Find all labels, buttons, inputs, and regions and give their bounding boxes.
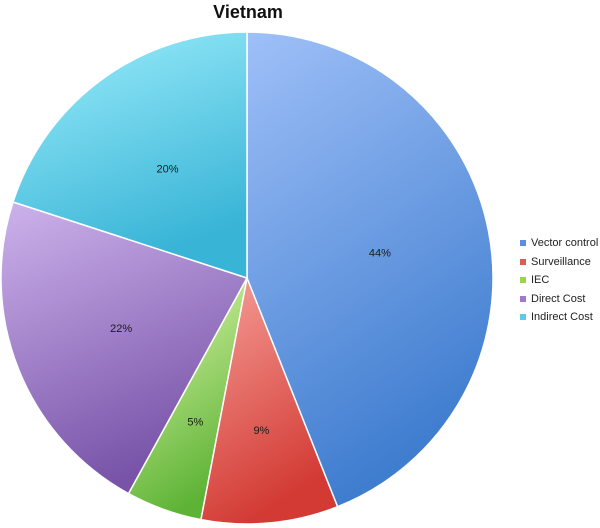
legend-swatch [520, 314, 526, 321]
legend-item-iec: IEC [520, 271, 598, 290]
pie-slice-labels: 44% 9% 5% 22% 20% [110, 164, 391, 437]
legend-label: Surveillance [531, 255, 591, 268]
slice-label-iec: 5% [187, 417, 203, 429]
slice-label-direct-cost: 22% [110, 323, 132, 335]
legend-item-indirect-cost: Indirect Cost [520, 308, 598, 327]
legend-label: Vector control [531, 237, 599, 250]
pie-slices [0, 31, 494, 525]
slice-label-indirect-cost: 20% [156, 164, 178, 176]
legend-label: Direct Cost [531, 292, 586, 305]
legend-swatch [520, 295, 526, 302]
legend: Vector control Surveillance IEC Direct Cost… [520, 234, 598, 327]
slice-label-surveillance: 9% [253, 425, 269, 437]
slice-vector-control [246, 31, 494, 508]
pie-chart: 44% 9% 5% 22% 20% [0, 31, 494, 525]
slice-direct-cost [0, 201, 249, 495]
slice-surveillance [200, 275, 339, 525]
slice-label-vector-control: 44% [369, 248, 391, 260]
legend-item-surveillance: Surveillance [520, 253, 598, 272]
legend-item-vector-control: Vector control [520, 234, 598, 253]
legend-swatch [520, 277, 526, 284]
chart-title: Vietnam [213, 2, 283, 22]
legend-item-direct-cost: Direct Cost [520, 290, 598, 309]
legend-swatch [520, 258, 526, 265]
legend-label: Indirect Cost [531, 311, 593, 324]
slice-indirect-cost [12, 31, 248, 280]
legend-swatch [520, 240, 526, 247]
legend-label: IEC [531, 274, 550, 287]
